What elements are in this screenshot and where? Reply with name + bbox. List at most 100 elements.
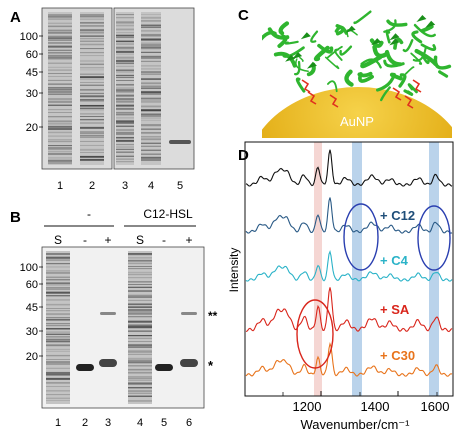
- gel-band: [128, 310, 152, 313]
- gel-band: [116, 155, 134, 157]
- protein-strand: [360, 58, 382, 69]
- protein-arrow: [292, 52, 303, 60]
- gel-band: [128, 316, 152, 318]
- gel-band: [116, 113, 134, 116]
- gel-band: [80, 43, 104, 46]
- gel-band: [141, 128, 161, 130]
- gel-band: [116, 28, 134, 31]
- gel-lane-smear: [46, 251, 70, 404]
- gel-band: [128, 253, 152, 255]
- panel-c-label: C: [238, 7, 249, 24]
- gel-band: [46, 266, 70, 268]
- gel-band: [80, 131, 104, 133]
- gel-band: [116, 51, 134, 53]
- gel-band: [48, 109, 72, 111]
- gel-band: [46, 278, 70, 281]
- protein-strand: [376, 76, 395, 92]
- panel-d-plot: + C12 + C4 + SA + C30: [244, 141, 454, 397]
- gel-band: [128, 371, 152, 374]
- gel-band: [141, 119, 161, 121]
- gel-band: [80, 22, 104, 24]
- gel-band: [46, 359, 70, 360]
- gel-band: [116, 69, 134, 72]
- gel-band: [116, 71, 134, 73]
- gel-band: [80, 158, 104, 161]
- spectrum-trace: [245, 149, 453, 187]
- band-mark-single: *: [208, 358, 214, 373]
- gel-band: [128, 266, 152, 267]
- lane-number: 3: [122, 180, 128, 192]
- gel-band: [141, 48, 161, 50]
- gel-band: [48, 131, 72, 134]
- gel-band: [46, 282, 70, 285]
- gel-band: [141, 16, 161, 19]
- lane-number: 1: [57, 180, 63, 192]
- gel-band: [48, 88, 72, 91]
- gel-band: [116, 32, 134, 34]
- gel-band: [46, 256, 70, 259]
- gel-band: [80, 16, 104, 18]
- lane-number: 3: [105, 417, 111, 429]
- protein-arrow: [371, 38, 382, 46]
- protein-strand: [386, 19, 408, 27]
- gel-band: [46, 374, 70, 376]
- gel-band: [116, 46, 134, 49]
- x-tick-label: 1600: [421, 399, 450, 414]
- gel-band: [80, 82, 104, 83]
- gel-band: [46, 291, 70, 294]
- x-tick-label: 1200: [293, 399, 322, 414]
- gel-band: [116, 125, 134, 127]
- protein-strand: [339, 45, 353, 56]
- ligand-stick: [307, 91, 317, 105]
- gel-band: [80, 78, 104, 80]
- gel-band: [116, 161, 134, 163]
- gel-band: [128, 346, 152, 349]
- panel-b-markers: 100 60 45 30 20: [20, 262, 43, 363]
- gel-band: [48, 156, 72, 159]
- x-tick-label: 1400: [361, 399, 390, 414]
- gel-band: [46, 382, 70, 384]
- gel-band: [46, 333, 70, 335]
- gel-band: [128, 257, 152, 259]
- gel-band: [128, 259, 152, 262]
- gel-band: [46, 363, 70, 365]
- gel-band: [116, 59, 134, 62]
- gel-band: [48, 69, 72, 71]
- gel-band: [128, 365, 152, 367]
- protein-arrow: [389, 38, 400, 46]
- gel-band: [46, 299, 70, 301]
- gel-band: [141, 38, 161, 41]
- gel-band: [116, 89, 134, 91]
- protein-strand: [420, 52, 430, 65]
- gel-band: [128, 378, 152, 379]
- gel-band: [116, 129, 134, 131]
- gel-band: [48, 93, 72, 95]
- ligand-stick: [301, 79, 311, 93]
- gel-band: [46, 350, 70, 352]
- gel-band: [141, 149, 161, 151]
- gel-band: [116, 139, 134, 142]
- gel-band: [46, 303, 70, 306]
- gel-band: [128, 290, 152, 292]
- gel-band: [46, 340, 70, 343]
- protein-strand: [353, 10, 372, 25]
- gold-nanoparticle: [262, 87, 452, 138]
- protein-strand: [393, 37, 404, 50]
- gel-band: [141, 55, 161, 58]
- gel-band: [80, 122, 104, 124]
- gel-band: [48, 141, 72, 143]
- gel-band: [141, 71, 161, 73]
- gel-band: [128, 324, 152, 327]
- gel-band: [116, 131, 134, 134]
- protein-arrow: [306, 61, 317, 69]
- gel-band: [48, 54, 72, 57]
- gel-band: [46, 338, 70, 340]
- spectrum-label-sa: + SA: [380, 302, 410, 317]
- gel-band: [141, 113, 161, 116]
- gel-band: [48, 100, 72, 103]
- highlight-band-blue: [429, 142, 439, 396]
- gel-band: [116, 100, 134, 103]
- lane-header: -: [162, 233, 166, 247]
- gel-band: [128, 326, 152, 329]
